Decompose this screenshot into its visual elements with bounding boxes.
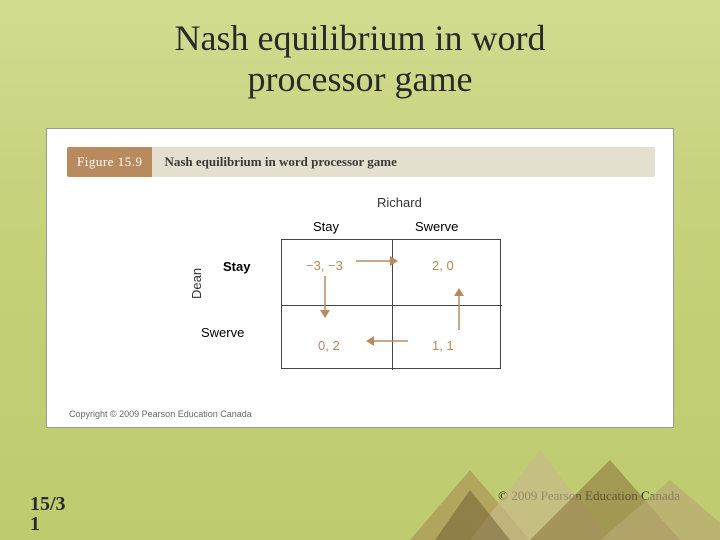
figure-copyright: Copyright © 2009 Pearson Education Canad…: [69, 409, 252, 419]
matrix-grid: −3, −3 2, 0 0, 2 1, 1: [281, 239, 501, 369]
cell-r2c1: 0, 2: [318, 338, 340, 353]
figure-header: Figure 15.9 Nash equilibrium in word pro…: [67, 147, 655, 177]
row-strategy-2: Swerve: [201, 325, 244, 340]
row-player-label: Dean: [189, 268, 204, 299]
cell-r1c2: 2, 0: [432, 258, 454, 273]
arrow-up-icon: [452, 288, 466, 332]
cell-r2c2: 1, 1: [432, 338, 454, 353]
slide-title: Nash equilibrium in word processor game: [0, 0, 720, 101]
figure-caption: Nash equilibrium in word processor game: [152, 147, 655, 177]
column-player-label: Richard: [377, 195, 422, 210]
payoff-matrix: Richard Dean Stay Swerve Stay Swerve −3,…: [227, 207, 557, 397]
figure-panel: Figure 15.9 Nash equilibrium in word pro…: [46, 128, 674, 428]
arrow-left-icon: [366, 334, 410, 348]
arrow-down-icon: [318, 274, 332, 318]
row-strategy-1: Stay: [223, 259, 250, 274]
figure-number-box: Figure 15.9: [67, 147, 152, 177]
slide: Nash equilibrium in word processor game …: [0, 0, 720, 540]
page-number-line1: 15/3: [30, 493, 66, 515]
cell-r1c1: −3, −3: [306, 258, 343, 273]
title-line-2: processor game: [248, 59, 473, 99]
page-number-line2: 1: [30, 514, 66, 534]
page-number: 15/3 1: [30, 494, 66, 534]
grid-divider-horizontal: [282, 305, 502, 306]
slide-copyright: © 2009 Pearson Education Canada: [498, 488, 680, 504]
title-line-1: Nash equilibrium in word: [175, 18, 546, 58]
column-strategy-1: Stay: [313, 219, 339, 234]
arrow-right-icon: [354, 254, 398, 268]
column-strategy-2: Swerve: [415, 219, 458, 234]
decoration-mountains: [380, 430, 720, 540]
